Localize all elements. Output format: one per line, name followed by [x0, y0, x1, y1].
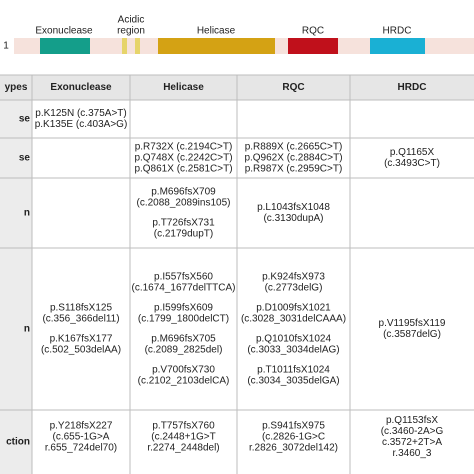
helicase-domain: [158, 38, 275, 54]
mutation-text: (c.3034_3035delGA): [247, 376, 339, 387]
header-cell: RQC: [282, 82, 304, 93]
mutation-text: (c.3130dupA): [263, 213, 323, 224]
domain-label: region: [117, 26, 145, 37]
domain-label: Acidic: [118, 15, 145, 26]
mutation-text: r.2274_2448del): [147, 443, 219, 454]
mutation-text: p.K135E (c.403A>G): [35, 119, 128, 130]
mutation-text: (c.2102_2103delCA): [138, 376, 230, 387]
mutation-text: (c.3493C>T): [384, 158, 440, 169]
start-label: 1: [3, 41, 9, 52]
mutation-text: p.K167fsX177: [50, 334, 113, 345]
mutation-text: p.T726fsX731: [152, 218, 215, 229]
mutation-text: p.T1011fsX1024: [257, 365, 330, 376]
mutation-text: p.S118fsX125: [50, 303, 113, 314]
mutation-text: p.R732X (c.2194C>T): [135, 142, 233, 153]
mutation-text: p.V1195fsX119: [379, 318, 446, 329]
mutation-text: (c.3033_3034delAG): [247, 345, 339, 356]
mutation-text: p.Q1153fsX: [386, 415, 438, 426]
mutation-text: (c.3460-2A>G: [381, 426, 444, 437]
acidic-stripe: [122, 38, 127, 54]
domain-label: HRDC: [383, 26, 412, 37]
mutation-text: p.S941fsX975: [262, 421, 325, 432]
domain-label: Helicase: [197, 26, 236, 37]
mutation-text: p.Q748X (c.2242C>T): [134, 153, 232, 164]
mutation-text: p.Q1010fsX1024: [256, 334, 331, 345]
mutation-text: (c.3028_3031delCAAA): [241, 314, 346, 325]
mutation-text: (c.2826-1G>C: [262, 432, 325, 443]
label-col-bg: [0, 100, 32, 474]
mutation-text: (c.1799_1800delCT): [138, 314, 229, 325]
domain-label: RQC: [302, 26, 324, 37]
exonuclease-domain: [40, 38, 90, 54]
mutation-text: (c.2773delG): [265, 283, 323, 294]
row-label: se: [19, 114, 31, 125]
mutation-text: p.R889X (c.2665C>T): [245, 142, 343, 153]
mutation-text: (c.1674_1677delTTCA): [132, 283, 236, 294]
mutation-text: (c.2448+1G>T: [151, 432, 215, 443]
mutation-text: (c.502_503delAA): [41, 345, 121, 356]
mutation-text: p.R987X (c.2959C>T): [245, 164, 343, 175]
mutation-text: (c.2088_2089ins105): [137, 198, 231, 209]
acidic-stripe: [135, 38, 140, 54]
mutation-text: r.3460_3: [393, 448, 432, 459]
mutation-text: (c.2089_2825del): [145, 345, 223, 356]
mutation-text: p.K924fsX973: [262, 272, 325, 283]
mutation-text: p.K125N (c.375A>T): [35, 108, 126, 119]
mutation-text: p.I557fsX560: [154, 272, 213, 283]
domain-label: Exonuclease: [35, 26, 93, 37]
header-cell: ypes: [5, 82, 28, 93]
mutation-text: p.M696fsX709: [151, 187, 216, 198]
mutation-text: p.Q861X (c.2581C>T): [134, 164, 232, 175]
mutation-text: p.D1009fsX1021: [256, 303, 331, 314]
row-label: n: [24, 208, 30, 219]
row-label: ction: [6, 437, 30, 448]
mutation-text: p.Q962X (c.2884C>T): [244, 153, 342, 164]
row-label: n: [24, 324, 30, 335]
mutation-text: p.L1043fsX1048: [257, 202, 330, 213]
mutation-text: (c.3587delG): [383, 329, 441, 340]
header-cell: HRDC: [398, 82, 427, 93]
row-label: se: [19, 153, 31, 164]
mutation-text: r.2826_3072del142): [249, 443, 338, 454]
mutation-text: p.V700fsX730: [152, 365, 215, 376]
mutation-text: p.Y218fsX227: [50, 421, 113, 432]
mutation-text: p.Q1165X: [390, 147, 435, 158]
mutation-text: p.I599fsX609: [154, 303, 213, 314]
mutation-text: p.T757fsX760: [152, 421, 215, 432]
mutation-text: p.M696fsX705: [151, 334, 216, 345]
mutation-text: (c.2179dupT): [154, 229, 213, 240]
header-cell: Helicase: [163, 82, 204, 93]
mutation-text: c.3572+2T>A: [382, 437, 442, 448]
hrdc-domain: [370, 38, 425, 54]
mutation-text: r.655_724del70): [45, 443, 117, 454]
mutation-text: (c.655-1G>A: [53, 432, 110, 443]
mutation-text: (c.356_366del11): [42, 314, 119, 325]
rqc-domain: [288, 38, 338, 54]
header-cell: Exonuclease: [50, 82, 112, 93]
